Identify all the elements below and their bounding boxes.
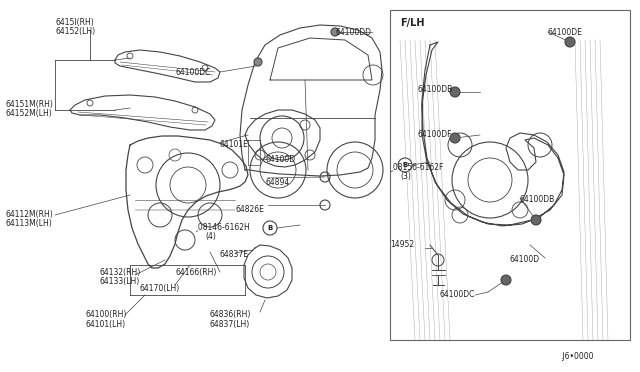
Text: 64894: 64894 <box>265 178 289 187</box>
Circle shape <box>501 275 511 285</box>
Text: 64100DF: 64100DF <box>418 130 452 139</box>
Circle shape <box>565 37 575 47</box>
Text: 64836(RH): 64836(RH) <box>210 310 252 319</box>
Text: 64133(LH): 64133(LH) <box>100 277 140 286</box>
Text: B: B <box>403 162 408 168</box>
Text: 64113M(LH): 64113M(LH) <box>5 219 52 228</box>
Text: F/LH: F/LH <box>400 18 424 28</box>
Text: 64826E: 64826E <box>235 205 264 214</box>
Text: 64100DC: 64100DC <box>440 290 476 299</box>
Text: 64152M(LH): 64152M(LH) <box>5 109 52 118</box>
Circle shape <box>531 215 541 225</box>
Bar <box>390 10 630 340</box>
Text: 64132(RH): 64132(RH) <box>100 268 141 277</box>
Circle shape <box>263 221 277 235</box>
Text: 64100DB: 64100DB <box>520 195 556 204</box>
Text: 6415l(RH): 6415l(RH) <box>55 18 93 27</box>
Circle shape <box>398 158 412 172</box>
Text: 64101E: 64101E <box>220 140 249 149</box>
Text: 64166(RH): 64166(RH) <box>175 268 216 277</box>
Text: 64100D: 64100D <box>265 155 295 164</box>
Circle shape <box>331 28 339 36</box>
Text: (3): (3) <box>400 172 411 181</box>
Text: ¸08146-6162H: ¸08146-6162H <box>195 222 251 231</box>
Text: B: B <box>268 225 273 231</box>
Text: 64112M(RH): 64112M(RH) <box>5 210 52 219</box>
Circle shape <box>254 58 262 66</box>
Text: 64152(LH): 64152(LH) <box>55 27 95 36</box>
Text: (4): (4) <box>205 232 216 241</box>
Text: 64100D: 64100D <box>510 255 540 264</box>
Text: 64151M(RH): 64151M(RH) <box>5 100 53 109</box>
Text: 64100DE: 64100DE <box>547 28 582 37</box>
Text: 64837E: 64837E <box>220 250 249 259</box>
Text: 64100DD: 64100DD <box>335 28 371 37</box>
Text: 64837(LH): 64837(LH) <box>210 320 250 329</box>
Text: 64100DC: 64100DC <box>175 68 211 77</box>
Text: ¸08156-6162F: ¸08156-6162F <box>390 162 444 171</box>
Text: 64100DB: 64100DB <box>418 85 453 94</box>
Text: 64101(LH): 64101(LH) <box>85 320 125 329</box>
Circle shape <box>450 87 460 97</box>
Text: .J6•0000: .J6•0000 <box>560 352 593 361</box>
Text: 64100(RH): 64100(RH) <box>85 310 126 319</box>
Text: 64170(LH): 64170(LH) <box>140 284 180 293</box>
Text: 14952: 14952 <box>390 240 414 249</box>
Circle shape <box>450 133 460 143</box>
